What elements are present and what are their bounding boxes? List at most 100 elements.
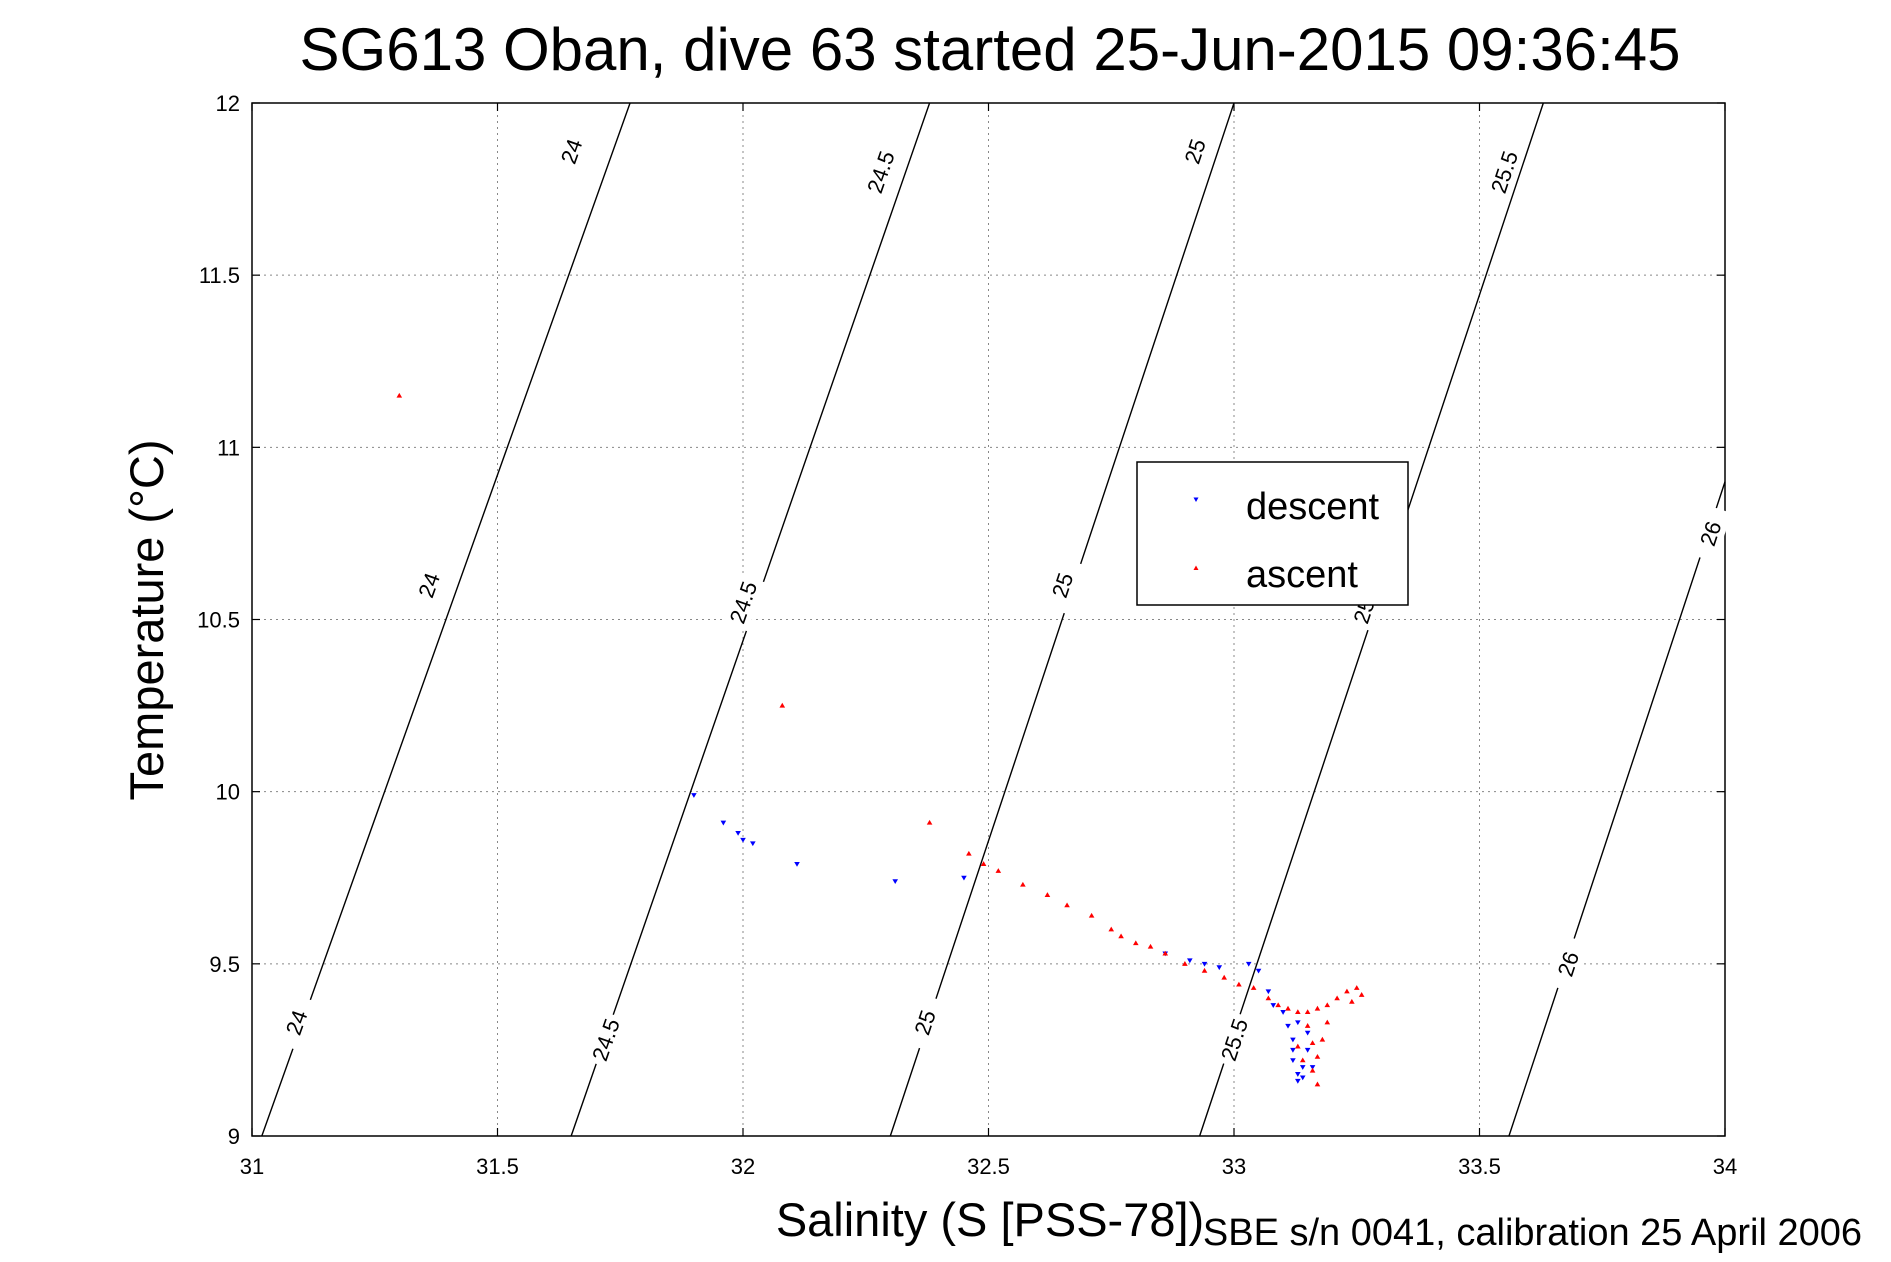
ascent-point: [1324, 1019, 1331, 1025]
descent-point: [1295, 1078, 1301, 1084]
descent-point: [750, 841, 756, 847]
contour-label-bg: [274, 993, 319, 1052]
isopycnal-26: [1508, 481, 1726, 1137]
chart-title: SG613 Oban, dive 63 started 25-Jun-2015 …: [300, 16, 1681, 83]
descent-point: [1290, 1037, 1296, 1043]
ascent-point: [1108, 926, 1115, 932]
y-tick-label: 11.5: [199, 263, 240, 288]
ascent-point: [1314, 1054, 1321, 1059]
legend: descent ascent: [1136, 461, 1409, 606]
ascent-point: [1314, 1005, 1321, 1011]
x-tick-label: 33: [1222, 1154, 1246, 1179]
ascent-point: [1236, 981, 1242, 987]
y-axis-label: Temperature (°C): [120, 440, 173, 801]
descent-point: [1290, 1058, 1296, 1064]
descent-point: [1295, 1072, 1301, 1077]
contour-label-bg: [1173, 122, 1217, 181]
x-axis: 31 31.5 32 32.5 33 33.5 34: [240, 103, 1737, 1179]
y-tick-label: 9.5: [209, 952, 240, 977]
ascent-point: [1133, 940, 1139, 946]
descent-point: [1201, 961, 1208, 967]
contour-label-bg: [583, 1010, 628, 1069]
descent-point: [1309, 1065, 1316, 1070]
descent-point: [740, 837, 746, 843]
x-tick-label: 32.5: [967, 1154, 1010, 1179]
ascent-point: [1295, 1043, 1301, 1049]
contour-label-bg: [549, 122, 594, 181]
ascent-point: [1265, 995, 1272, 1001]
ascent-point: [1309, 1067, 1316, 1073]
ascent-point: [1304, 1023, 1311, 1028]
descent-point: [1295, 1020, 1301, 1026]
ascent-point: [1147, 943, 1154, 949]
contour-label-bg: [1482, 142, 1526, 201]
ascent-point: [980, 861, 987, 866]
ascent-point: [1314, 1081, 1321, 1087]
series-descent: [691, 793, 1316, 1084]
contour-label-bg: [1040, 555, 1084, 615]
ascent-point: [1295, 1009, 1301, 1015]
isopycnal-25: [889, 102, 1235, 1137]
ascent-point: [1201, 967, 1208, 973]
ascent-point: [396, 392, 403, 398]
ascent-point: [1221, 974, 1227, 980]
descent-point: [1245, 961, 1252, 967]
x-tick-label: 31: [240, 1154, 264, 1179]
y-tick-label: 10.5: [197, 608, 240, 633]
descent-point: [1299, 1065, 1306, 1070]
ascent-point: [779, 702, 786, 708]
legend-box: [1136, 461, 1409, 606]
y-axis: 9 9.5 10 10.5 11 11.5 12: [197, 91, 1725, 1149]
descent-point: [1187, 958, 1193, 964]
descent-point: [735, 830, 741, 836]
data-series: [396, 392, 1365, 1087]
ascent-point: [1344, 988, 1350, 994]
ascent-point: [995, 868, 1002, 873]
ascent-point: [1044, 892, 1051, 897]
isopycnal-24: [261, 102, 631, 1137]
contour-label-bg: [1212, 1010, 1256, 1069]
descent-point: [1255, 968, 1262, 974]
ascent-point: [926, 819, 933, 825]
ascent-point: [1088, 912, 1095, 918]
x-axis-label: Salinity (S [PSS-78]): [776, 1193, 1204, 1246]
ascent-point: [1353, 985, 1360, 990]
legend-marker-descent: [1193, 497, 1199, 502]
ascent-point: [1319, 1036, 1326, 1042]
ascent-point: [1275, 1002, 1281, 1008]
series-ascent: [396, 392, 1365, 1087]
ascent-point: [1250, 985, 1257, 990]
legend-label-ascent: ascent: [1246, 554, 1358, 596]
descent-point: [1216, 965, 1223, 971]
descent-point: [1285, 1023, 1291, 1029]
ascent-point: [1304, 1009, 1311, 1015]
ascent-point: [1334, 995, 1340, 1001]
legend-label-descent: descent: [1246, 486, 1380, 528]
ascent-point: [1349, 998, 1355, 1004]
ascent-point: [1064, 902, 1070, 908]
ascent-point: [966, 850, 972, 856]
calibration-note: SBE s/n 0041, calibration 25 April 2006: [1203, 1212, 1862, 1254]
descent-point: [892, 879, 899, 884]
y-tick-label: 10: [216, 780, 240, 805]
legend-marker-ascent: [1193, 565, 1199, 570]
contour-label-bg: [1546, 934, 1590, 993]
ascent-point: [1285, 1005, 1291, 1011]
x-tick-label: 31.5: [476, 1154, 519, 1179]
contour-label-bg: [406, 555, 451, 615]
ascent-point: [1182, 961, 1188, 966]
contour-label-bg: [721, 573, 765, 632]
y-tick-label: 11: [217, 435, 240, 460]
descent-point: [961, 875, 967, 881]
descent-point: [1304, 1030, 1311, 1036]
ascent-point: [1118, 933, 1124, 939]
ascent-point: [1162, 950, 1169, 956]
y-tick-label: 9: [228, 1124, 240, 1149]
ascent-point: [1358, 992, 1365, 997]
ascent-point: [1020, 881, 1026, 887]
descent-point: [794, 861, 800, 867]
descent-point: [1270, 1003, 1277, 1008]
descent-point: [1299, 1075, 1306, 1081]
